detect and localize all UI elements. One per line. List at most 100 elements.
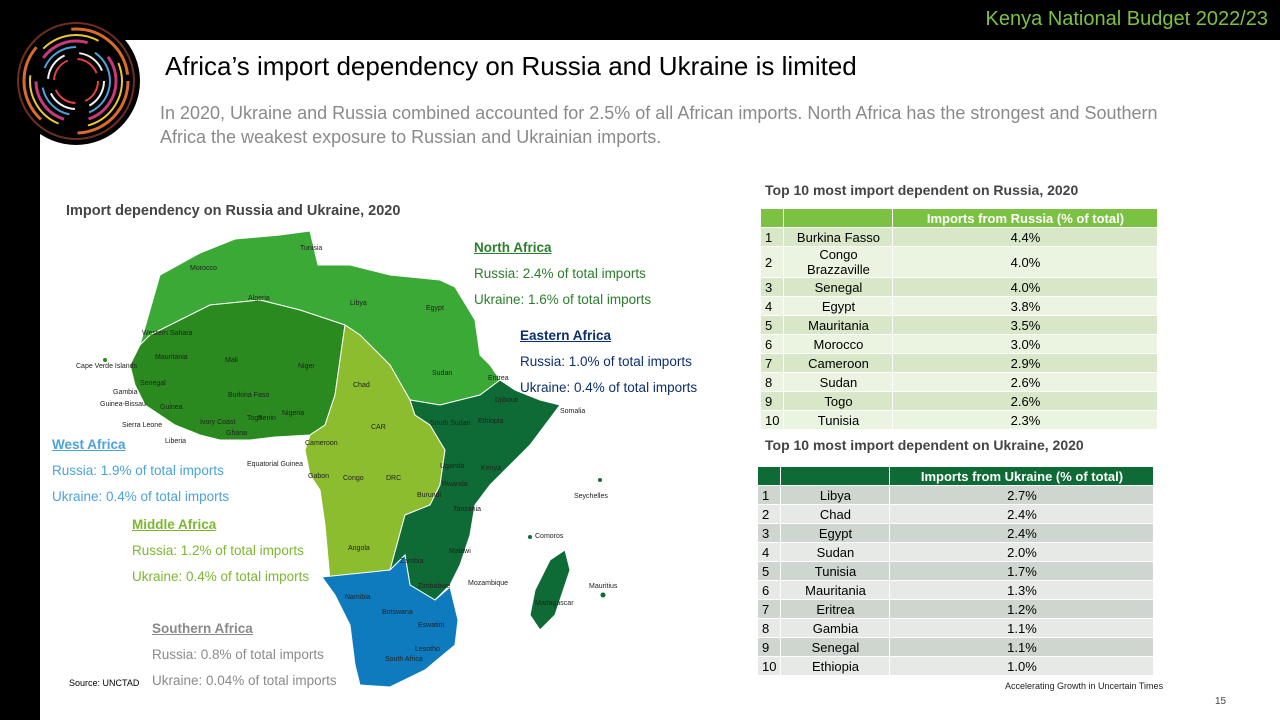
ukraine-share: Ukraine: 1.6% of total imports	[474, 292, 652, 307]
value-cell: 4.0%	[892, 277, 1159, 297]
rank-cell: 3	[759, 277, 785, 297]
label-ghana: Ghana	[226, 430, 247, 437]
top-bar	[0, 0, 1280, 40]
label-mauritania: Mauritania	[155, 354, 188, 361]
table-row: 5 Tunisia 1.7%	[756, 561, 1155, 581]
value-cell: 2.4%	[889, 523, 1155, 543]
table-row: 4 Egypt 3.8%	[759, 296, 1159, 316]
table-row: 9 Togo 2.6%	[759, 391, 1159, 411]
region-name: Southern Africa	[152, 621, 253, 636]
country-cell: Egypt	[780, 523, 891, 543]
value-cell: 2.9%	[892, 353, 1159, 373]
rank-header	[759, 208, 785, 228]
ukraine-table-title: Top 10 most import dependent on Ukraine,…	[765, 437, 1084, 453]
rank-cell: 4	[759, 296, 785, 316]
value-cell: 2.0%	[889, 542, 1155, 562]
rank-cell: 1	[756, 485, 782, 505]
table-row: 5 Mauritania 3.5%	[759, 315, 1159, 335]
label-togo: Togo	[247, 415, 262, 422]
value-cell: 2.3%	[892, 410, 1159, 430]
label-gabon: Gabon	[308, 473, 329, 480]
page-title: Africa’s import dependency on Russia and…	[165, 51, 857, 81]
country-cell: Togo	[783, 391, 894, 411]
russia-share: Russia: 1.0% of total imports	[520, 354, 692, 369]
label-algeria: Algeria	[248, 295, 270, 302]
footer-tagline: Accelerating Growth in Uncertain Times	[1005, 681, 1164, 691]
table-row: 2 Chad 2.4%	[756, 504, 1155, 524]
label-botswana: Botswana	[382, 609, 413, 616]
rank-cell: 2	[756, 504, 782, 524]
value-cell: 1.3%	[889, 580, 1155, 600]
label-comoros: Comoros	[535, 533, 564, 540]
label-tunisia: Tunisia	[300, 245, 322, 252]
label-kenya: Kenya	[481, 465, 501, 472]
table-row: 7 Cameroon 2.9%	[759, 353, 1159, 373]
value-cell: 1.1%	[889, 637, 1155, 657]
label-cape-verde: Cape Verde Islands	[76, 363, 138, 370]
label-south-africa: South Africa	[385, 656, 423, 663]
russia-table: Imports from Russia (% of total) 1 Burkin…	[759, 208, 1159, 430]
value-cell: 1.1%	[889, 618, 1155, 638]
mauritius-dot	[600, 592, 606, 598]
country-cell: Sudan	[783, 372, 894, 392]
country-cell: Senegal	[780, 637, 891, 657]
country-cell: Morocco	[783, 334, 894, 354]
table-row: 1 Burkina Fasso 4.4%	[759, 227, 1159, 247]
country-cell: Ethiopia	[780, 656, 891, 676]
ukraine-share: Ukraine: 0.4% of total imports	[132, 569, 310, 584]
table-row: 10 Tunisia 2.3%	[759, 410, 1159, 430]
label-djibouti: Djibouti	[495, 397, 519, 404]
label-angola: Angola	[348, 545, 370, 552]
rank-cell: 6	[759, 334, 785, 354]
seychelles-dot	[598, 478, 602, 482]
rank-cell: 7	[759, 353, 785, 373]
ukraine-table: Imports from Ukraine (% of total) 1 Libya…	[756, 466, 1155, 676]
value-cell: 2.7%	[889, 485, 1155, 505]
value-header: Imports from Russia (% of total)	[892, 208, 1159, 228]
region-southern-africa	[321, 553, 459, 688]
label-senegal: Senegal	[140, 380, 166, 387]
table-row: 8 Sudan 2.6%	[759, 372, 1159, 392]
region-block-east: Eastern Africa Russia: 1.0% of total imp…	[520, 323, 697, 401]
label-nigeria: Nigeria	[282, 410, 304, 417]
rank-cell: 4	[756, 542, 782, 562]
rank-cell: 5	[759, 315, 785, 335]
label-liberia: Liberia	[165, 438, 186, 445]
label-sudan: Sudan	[432, 370, 452, 377]
region-name: Eastern Africa	[520, 328, 612, 343]
label-burundi: Burundi	[417, 492, 442, 499]
region-west-africa	[129, 299, 346, 441]
value-cell: 2.6%	[892, 391, 1159, 411]
label-lesotho: Lesotho	[415, 646, 440, 653]
rank-header	[756, 466, 782, 486]
page-number: 15	[1215, 696, 1227, 707]
label-congo: Congo	[343, 475, 364, 482]
table-row: 4 Sudan 2.0%	[756, 542, 1155, 562]
value-cell: 3.5%	[892, 315, 1159, 335]
country-cell: Sudan	[780, 542, 891, 562]
table-row: 1 Libya 2.7%	[756, 485, 1155, 505]
country-cell: Chad	[780, 504, 891, 524]
label-egypt: Egypt	[426, 305, 444, 312]
swirl-logo-icon	[12, 17, 140, 145]
rank-cell: 9	[756, 637, 782, 657]
russia-share: Russia: 2.4% of total imports	[474, 266, 646, 281]
label-libya: Libya	[350, 300, 367, 307]
map-title: Import dependency on Russia and Ukraine,…	[66, 203, 401, 219]
label-zambia: Zambia	[400, 558, 423, 565]
source-note: Source: UNCTAD	[69, 678, 140, 688]
country-cell: Burkina Fasso	[783, 227, 894, 247]
russia-share: Russia: 1.2% of total imports	[132, 543, 304, 558]
region-block-north: North Africa Russia: 2.4% of total impor…	[474, 235, 651, 313]
country-header	[783, 208, 894, 228]
rank-cell: 8	[759, 372, 785, 392]
table-row: 7 Eritrea 1.2%	[756, 599, 1155, 619]
rank-cell: 2	[759, 246, 785, 278]
table-header-row: Imports from Ukraine (% of total)	[756, 466, 1155, 486]
table-row: 2 Congo Brazzaville 4.0%	[759, 246, 1159, 278]
country-cell: Eritrea	[780, 599, 891, 619]
rank-cell: 1	[759, 227, 785, 247]
label-mali: Mali	[225, 357, 238, 364]
country-cell: Libya	[780, 485, 891, 505]
table-row: 10 Ethiopia 1.0%	[756, 656, 1155, 676]
